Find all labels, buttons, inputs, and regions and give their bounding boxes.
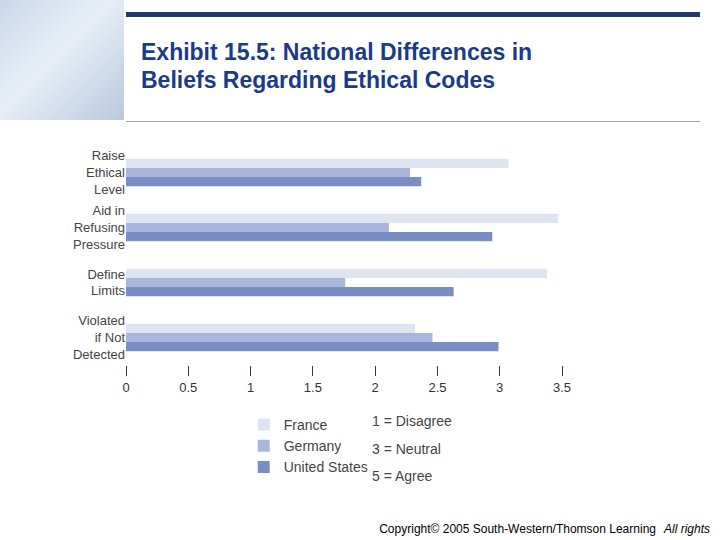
- svg-text:0.5: 0.5: [179, 380, 197, 395]
- html-text:Copyright© 2005 South-Western/: Copyright© 2005 South-Western/Thomson Le…: [379, 522, 656, 536]
- svg-text:3.5: 3.5: [553, 380, 571, 395]
- svg-text:RaiseEthicalLevel: RaiseEthicalLevel: [86, 148, 125, 197]
- svg-text:1 = Disagree: 1 = Disagree: [372, 413, 452, 429]
- svg-text:3: 3: [496, 380, 503, 395]
- svg-text:Aid inRefusingPressure: Aid inRefusingPressure: [73, 203, 125, 252]
- svg-text:2.5: 2.5: [428, 380, 446, 395]
- svg-text:France: France: [284, 417, 328, 433]
- svg-text:2: 2: [372, 380, 379, 395]
- svg-text:5 = Agree: 5 = Agree: [372, 468, 433, 484]
- svg-text:DefineLimits: DefineLimits: [87, 267, 125, 299]
- svg-text:Germany: Germany: [284, 438, 342, 454]
- svg-text:United States: United States: [284, 459, 368, 475]
- svg-text:1: 1: [247, 380, 254, 395]
- svg-text:0: 0: [122, 380, 129, 395]
- html-text:All rights: All rights: [664, 522, 710, 536]
- svg-text:3 = Neutral: 3 = Neutral: [372, 441, 441, 457]
- svg-text:Violatedif NotDetected: Violatedif NotDetected: [73, 313, 125, 362]
- html-text:Exhibit 15.5: National Differe: Exhibit 15.5: National Differences in Be…: [141, 39, 533, 93]
- svg-text:1.5: 1.5: [304, 380, 322, 395]
